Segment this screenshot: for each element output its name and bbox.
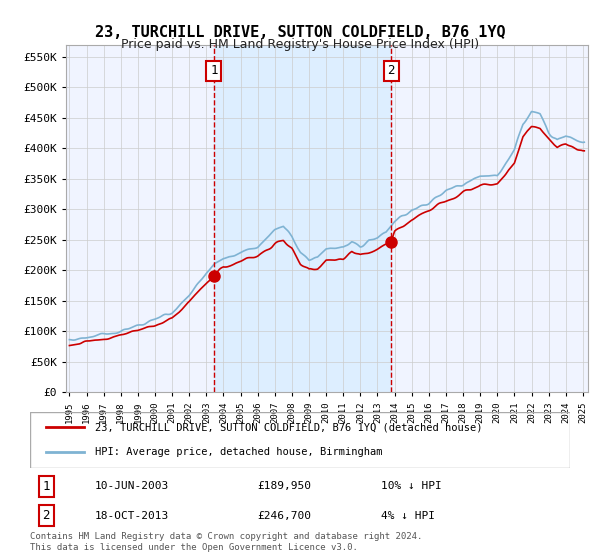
Text: 10% ↓ HPI: 10% ↓ HPI	[381, 482, 442, 492]
Bar	[214, 45, 391, 392]
Text: £246,700: £246,700	[257, 511, 311, 521]
Text: Contains HM Land Registry data © Crown copyright and database right 2024.
This d: Contains HM Land Registry data © Crown c…	[30, 532, 422, 552]
Text: 18-OCT-2013: 18-OCT-2013	[95, 511, 169, 521]
Text: 10-JUN-2003: 10-JUN-2003	[95, 482, 169, 492]
Text: 1: 1	[43, 480, 50, 493]
Text: 4% ↓ HPI: 4% ↓ HPI	[381, 511, 435, 521]
Text: £189,950: £189,950	[257, 482, 311, 492]
Text: 23, TURCHILL DRIVE, SUTTON COLDFIELD, B76 1YQ: 23, TURCHILL DRIVE, SUTTON COLDFIELD, B7…	[95, 25, 505, 40]
Text: 2: 2	[388, 64, 395, 77]
Text: HPI: Average price, detached house, Birmingham: HPI: Average price, detached house, Birm…	[95, 447, 382, 457]
Text: Price paid vs. HM Land Registry's House Price Index (HPI): Price paid vs. HM Land Registry's House …	[121, 38, 479, 51]
Text: 2: 2	[43, 509, 50, 522]
Text: 1: 1	[210, 64, 218, 77]
Text: 23, TURCHILL DRIVE, SUTTON COLDFIELD, B76 1YQ (detached house): 23, TURCHILL DRIVE, SUTTON COLDFIELD, B7…	[95, 422, 482, 432]
